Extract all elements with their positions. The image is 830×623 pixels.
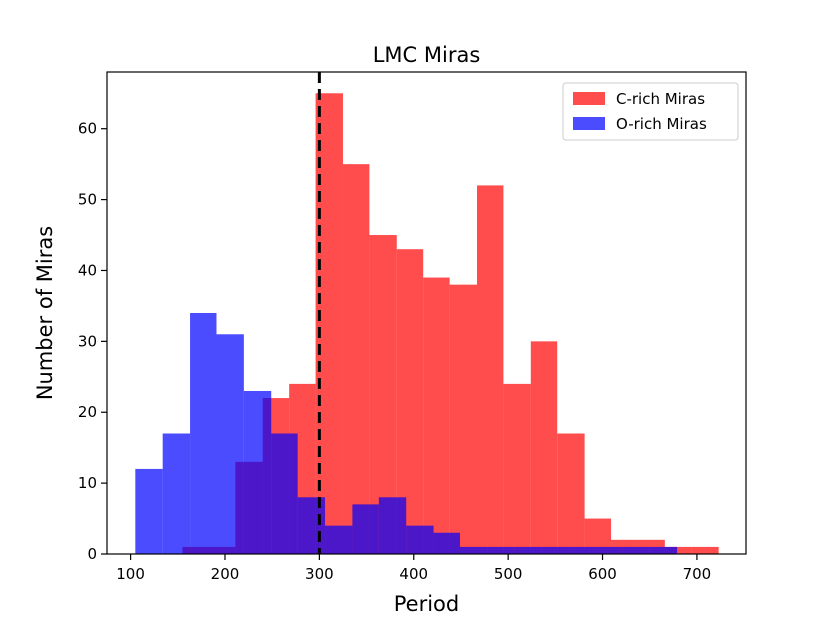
y-tick-label-40: 40 — [78, 261, 97, 279]
y-tick-label-50: 50 — [78, 191, 97, 209]
legend: C-rich Miras O-rich Miras — [562, 82, 739, 141]
o-rich-bar-9 — [378, 497, 407, 554]
o-rich-bars — [135, 313, 678, 554]
o-rich-bar-7 — [325, 525, 353, 554]
o-rich-bar-3 — [216, 334, 244, 554]
o-rich-bar-15 — [541, 546, 569, 554]
legend-label-o-rich: O-rich Miras — [616, 115, 707, 133]
o-rich-bar-12 — [460, 546, 488, 554]
o-rich-bar-4 — [243, 390, 272, 554]
c-rich-bar-10 — [449, 284, 477, 554]
chart-title: LMC Miras — [373, 43, 481, 67]
o-rich-bar-2 — [190, 313, 217, 554]
x-tick-label-100: 100 — [116, 565, 145, 583]
x-axis-ticks: 100 200 300 400 500 600 700 — [116, 554, 711, 583]
c-rich-bar-12 — [503, 383, 531, 554]
y-axis-ticks: 0 10 20 30 40 50 60 — [78, 120, 107, 563]
c-rich-bar-19 — [691, 546, 719, 554]
y-tick-label-60: 60 — [78, 120, 97, 138]
x-tick-label-200: 200 — [211, 565, 240, 583]
c-rich-bar-18 — [664, 546, 692, 554]
x-tick-label-600: 600 — [588, 565, 617, 583]
legend-label-c-rich: C-rich Miras — [616, 90, 705, 108]
o-rich-bar-10 — [406, 525, 434, 554]
legend-swatch-c-rich — [573, 92, 605, 105]
c-rich-bar-9 — [423, 277, 450, 554]
x-tick-label-500: 500 — [494, 565, 523, 583]
x-tick-label-300: 300 — [305, 565, 334, 583]
o-rich-bar-5 — [271, 433, 298, 554]
c-rich-bar-6 — [342, 164, 370, 554]
c-rich-bar-11 — [476, 185, 504, 555]
o-rich-bar-18 — [622, 546, 650, 554]
x-tick-label-700: 700 — [683, 565, 712, 583]
c-rich-bar-14 — [557, 433, 585, 554]
o-rich-bar-1 — [162, 433, 191, 554]
o-rich-bar-0 — [135, 468, 163, 554]
x-axis-label: Period — [394, 592, 459, 616]
c-rich-bar-5 — [315, 93, 343, 554]
legend-swatch-o-rich — [573, 117, 605, 130]
o-rich-bar-8 — [352, 504, 379, 554]
o-rich-bar-14 — [514, 546, 542, 554]
legend-box — [562, 82, 739, 141]
y-tick-label-0: 0 — [87, 545, 97, 563]
o-rich-bar-16 — [568, 546, 596, 554]
y-tick-label-20: 20 — [78, 403, 97, 421]
o-rich-bar-11 — [433, 532, 461, 554]
o-rich-bar-6 — [297, 497, 326, 554]
o-rich-bar-19 — [649, 546, 678, 554]
x-tick-label-400: 400 — [399, 565, 428, 583]
c-rich-bar-13 — [530, 341, 558, 554]
y-tick-label-10: 10 — [78, 474, 97, 492]
y-tick-label-30: 30 — [78, 332, 97, 350]
y-axis-label: Number of Miras — [33, 226, 57, 400]
o-rich-bar-17 — [595, 546, 623, 554]
plot-frame — [106, 71, 747, 555]
o-rich-bar-13 — [487, 546, 515, 554]
